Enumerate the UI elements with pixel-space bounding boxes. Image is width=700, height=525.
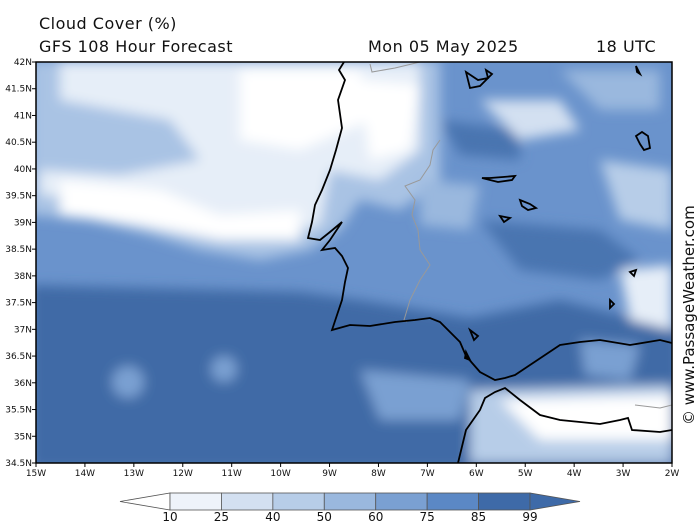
lon-label: 8W bbox=[371, 469, 386, 479]
legend-label: 60 bbox=[368, 510, 383, 524]
legend-swatch bbox=[221, 492, 274, 511]
coastlines bbox=[306, 62, 672, 463]
legend-swatch bbox=[478, 492, 531, 511]
legend-label: 25 bbox=[214, 510, 229, 524]
cloud-cover-map: 42N 41.5N 41N 40.5N 40N 39.5N 39N 38.5N 38N 37.5N… bbox=[5, 58, 680, 479]
legend-swatch bbox=[169, 492, 222, 511]
lat-label: 36N bbox=[14, 379, 32, 389]
lat-label: 37.5N bbox=[5, 299, 32, 309]
lon-label: 6W bbox=[469, 469, 484, 479]
country-borders bbox=[369, 62, 672, 409]
forecast-time: 18 UTC bbox=[596, 37, 657, 56]
lat-label: 40.5N bbox=[5, 138, 32, 148]
lon-label: 11W bbox=[222, 469, 242, 479]
legend-label: 50 bbox=[317, 510, 332, 524]
legend-swatch bbox=[426, 492, 479, 511]
credit-watermark: © www.PassageWeather.com bbox=[680, 205, 698, 425]
lat-label: 41N bbox=[14, 111, 32, 121]
lon-label: 9W bbox=[322, 469, 337, 479]
longitude-axis: 15W 14W 13W 12W 11W 10W 9W 8W 7W 6W 5W 4W 3W 2W bbox=[26, 463, 680, 479]
lat-label: 35N bbox=[14, 432, 32, 442]
credit-text: © www.PassageWeather.com bbox=[680, 205, 698, 425]
lon-label: 10W bbox=[270, 469, 290, 479]
legend-swatch bbox=[529, 492, 581, 511]
forecast-subtitle: GFS 108 Hour Forecast bbox=[39, 37, 234, 56]
lon-label: 7W bbox=[420, 469, 435, 479]
lon-label: 3W bbox=[616, 469, 631, 479]
map-frame bbox=[35, 61, 673, 464]
legend-label: 10 bbox=[162, 510, 177, 524]
lat-label: 39.5N bbox=[5, 192, 32, 202]
map-title: Cloud Cover (%) bbox=[39, 14, 177, 33]
legend-label: 85 bbox=[471, 510, 486, 524]
lat-label: 42N bbox=[14, 58, 32, 68]
lon-label: 2W bbox=[665, 469, 680, 479]
lat-label: 38.5N bbox=[5, 245, 32, 255]
lon-label: 5W bbox=[518, 469, 533, 479]
lon-label: 4W bbox=[567, 469, 582, 479]
lat-label: 38N bbox=[14, 272, 32, 282]
cloud-field bbox=[36, 62, 672, 463]
legend-swatch bbox=[375, 492, 428, 511]
legend-label: 99 bbox=[522, 510, 537, 524]
forecast-date: Mon 05 May 2025 bbox=[368, 37, 519, 56]
latitude-axis: 42N 41.5N 41N 40.5N 40N 39.5N 39N 38.5N 38N 37.5N… bbox=[5, 58, 36, 469]
legend-swatch bbox=[119, 492, 171, 511]
legend-label: 75 bbox=[420, 510, 435, 524]
lat-label: 34.5N bbox=[5, 459, 32, 469]
lat-label: 35.5N bbox=[5, 406, 32, 416]
legend-swatch bbox=[323, 492, 377, 511]
legend-swatch bbox=[272, 492, 325, 511]
lat-label: 40N bbox=[14, 165, 32, 175]
lon-label: 15W bbox=[26, 469, 46, 479]
lon-label: 14W bbox=[75, 469, 95, 479]
lon-label: 13W bbox=[124, 469, 144, 479]
lat-label: 37N bbox=[14, 325, 32, 335]
lat-label: 39N bbox=[14, 218, 32, 228]
legend-label: 40 bbox=[265, 510, 280, 524]
color-legend: 10 25 40 50 60 75 85 99 bbox=[119, 492, 581, 524]
lat-label: 41.5N bbox=[5, 85, 32, 95]
lon-label: 12W bbox=[173, 469, 193, 479]
lat-label: 36.5N bbox=[5, 352, 32, 362]
